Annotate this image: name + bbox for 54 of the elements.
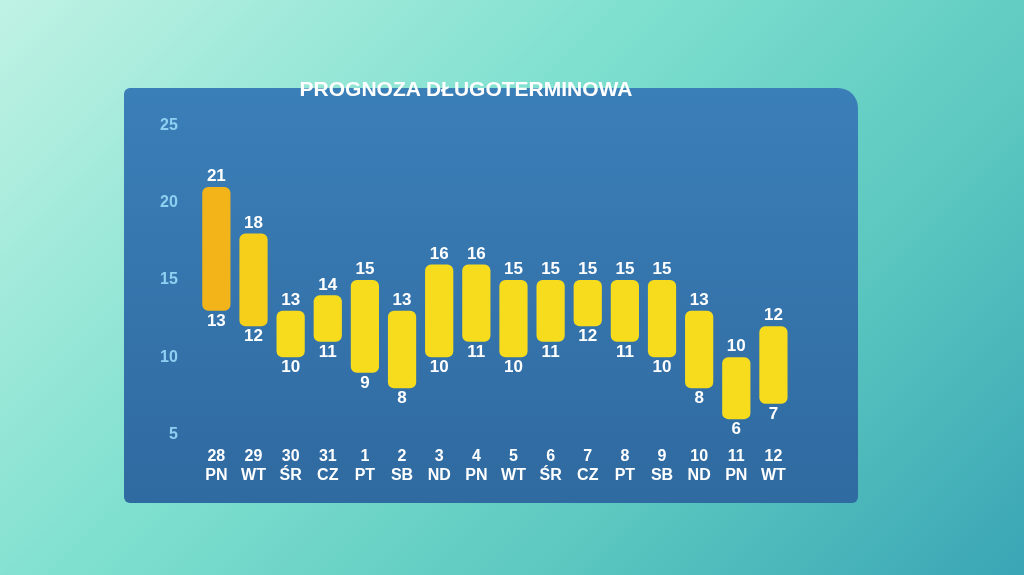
x-tick-label: 28 PN — [205, 446, 228, 483]
x-tick-label: 5 WT — [501, 446, 527, 483]
annotation: 11 — [615, 341, 634, 361]
annotation: 16 — [466, 243, 486, 263]
annotation: 7 — [768, 403, 779, 423]
annotation: 14 — [318, 274, 338, 294]
annotation: 13 — [206, 311, 226, 331]
x-tick-label: 30 ŚR — [279, 446, 303, 483]
annotation: 12 — [578, 326, 598, 346]
annotation: 10 — [504, 357, 523, 377]
annotation: 15 — [652, 259, 672, 279]
annotation: 8 — [694, 388, 704, 408]
x-tick-label: 8 PT — [614, 446, 636, 483]
annotation: 13 — [392, 290, 412, 310]
annotation: 15 — [541, 259, 561, 279]
x-tick-label: 6 ŚR — [539, 446, 563, 483]
annotation: 10 — [652, 357, 672, 377]
x-tick-label: 2 SB — [390, 446, 414, 483]
x-tick-label: 4 PN — [465, 446, 488, 483]
annotation: 10 — [281, 357, 301, 377]
annotation: 6 — [731, 419, 742, 439]
y-tick-label: 25 — [160, 115, 178, 133]
x-tick-label: 11 PN — [725, 446, 748, 483]
annotation: 15 — [504, 259, 523, 279]
y-tick-label: 10 — [160, 347, 178, 365]
annotation: 10 — [726, 336, 746, 356]
annotation: 11 — [318, 341, 337, 361]
annotation: 11 — [467, 341, 486, 361]
annotation: 15 — [578, 259, 598, 279]
annotation: 15 — [615, 259, 635, 279]
annotation: 13 — [281, 290, 301, 310]
x-tick-label: 7 CZ — [577, 446, 599, 483]
x-tick-label: 12 WT — [760, 446, 787, 483]
annotation: 15 — [355, 259, 375, 279]
annotation: 12 — [763, 305, 783, 325]
annotation: 8 — [397, 388, 407, 408]
chart-title: PROGNOZA DŁUGOTERMINOWA — [299, 77, 633, 101]
x-tick-label: 29 WT — [241, 446, 267, 483]
y-tick-label: 15 — [160, 270, 178, 288]
annotation: 10 — [429, 357, 449, 377]
x-tick-label: 10 ND — [687, 446, 711, 483]
x-tick-label: 1 PT — [354, 446, 376, 483]
annotation: 21 — [206, 166, 226, 186]
annotation: 9 — [360, 372, 370, 392]
annotation: 16 — [429, 243, 449, 263]
y-tick-label: 5 — [168, 425, 178, 443]
annotation: 18 — [244, 212, 263, 232]
x-tick-label: 31 CZ — [317, 446, 339, 483]
annotation: 11 — [541, 341, 560, 361]
annotation: 12 — [244, 326, 263, 346]
x-tick-label: 9 SB — [650, 446, 674, 483]
y-tick-label: 20 — [160, 192, 178, 210]
annotation: 13 — [689, 290, 709, 310]
x-tick-label: 3 ND — [427, 446, 451, 483]
